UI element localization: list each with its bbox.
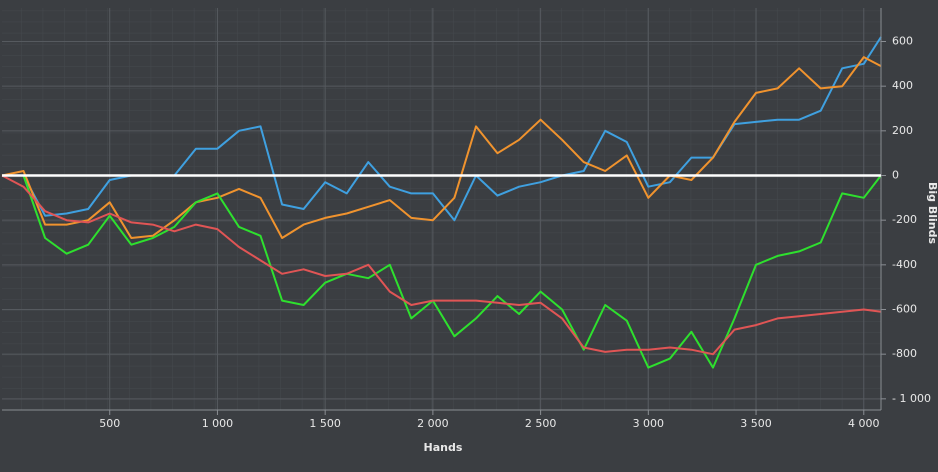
- series-line: [1, 174, 882, 356]
- lines: [1, 36, 882, 369]
- x-tick-label: 500: [99, 417, 120, 430]
- x-tick-label: 1 500: [309, 417, 341, 430]
- y-tick-label: - 1 000: [892, 392, 931, 405]
- y-tick-label: 400: [892, 79, 913, 92]
- x-tick-label: 2 500: [525, 417, 557, 430]
- y-tick-label: -800: [892, 347, 917, 360]
- x-axis-label: Hands: [424, 441, 463, 454]
- x-tick-label: 4 000: [848, 417, 880, 430]
- y-tick-label: 600: [892, 35, 913, 48]
- x-tick-label: 3 500: [740, 417, 772, 430]
- x-tick-label: 3 000: [633, 417, 665, 430]
- minor-grid: [2, 8, 881, 410]
- x-tick-label: 1 000: [202, 417, 234, 430]
- series-line: [1, 56, 882, 239]
- series-line: [2, 174, 882, 369]
- y-tick-label: -600: [892, 303, 917, 316]
- y-tick-label: -400: [892, 258, 917, 271]
- grid: [2, 8, 881, 410]
- y-tick-label: 0: [892, 169, 899, 182]
- x-tick-label: 2 000: [417, 417, 449, 430]
- y-tick-label: 200: [892, 124, 913, 137]
- y-axis-label: Big Blinds: [926, 182, 938, 244]
- y-tick-label: -200: [892, 213, 917, 226]
